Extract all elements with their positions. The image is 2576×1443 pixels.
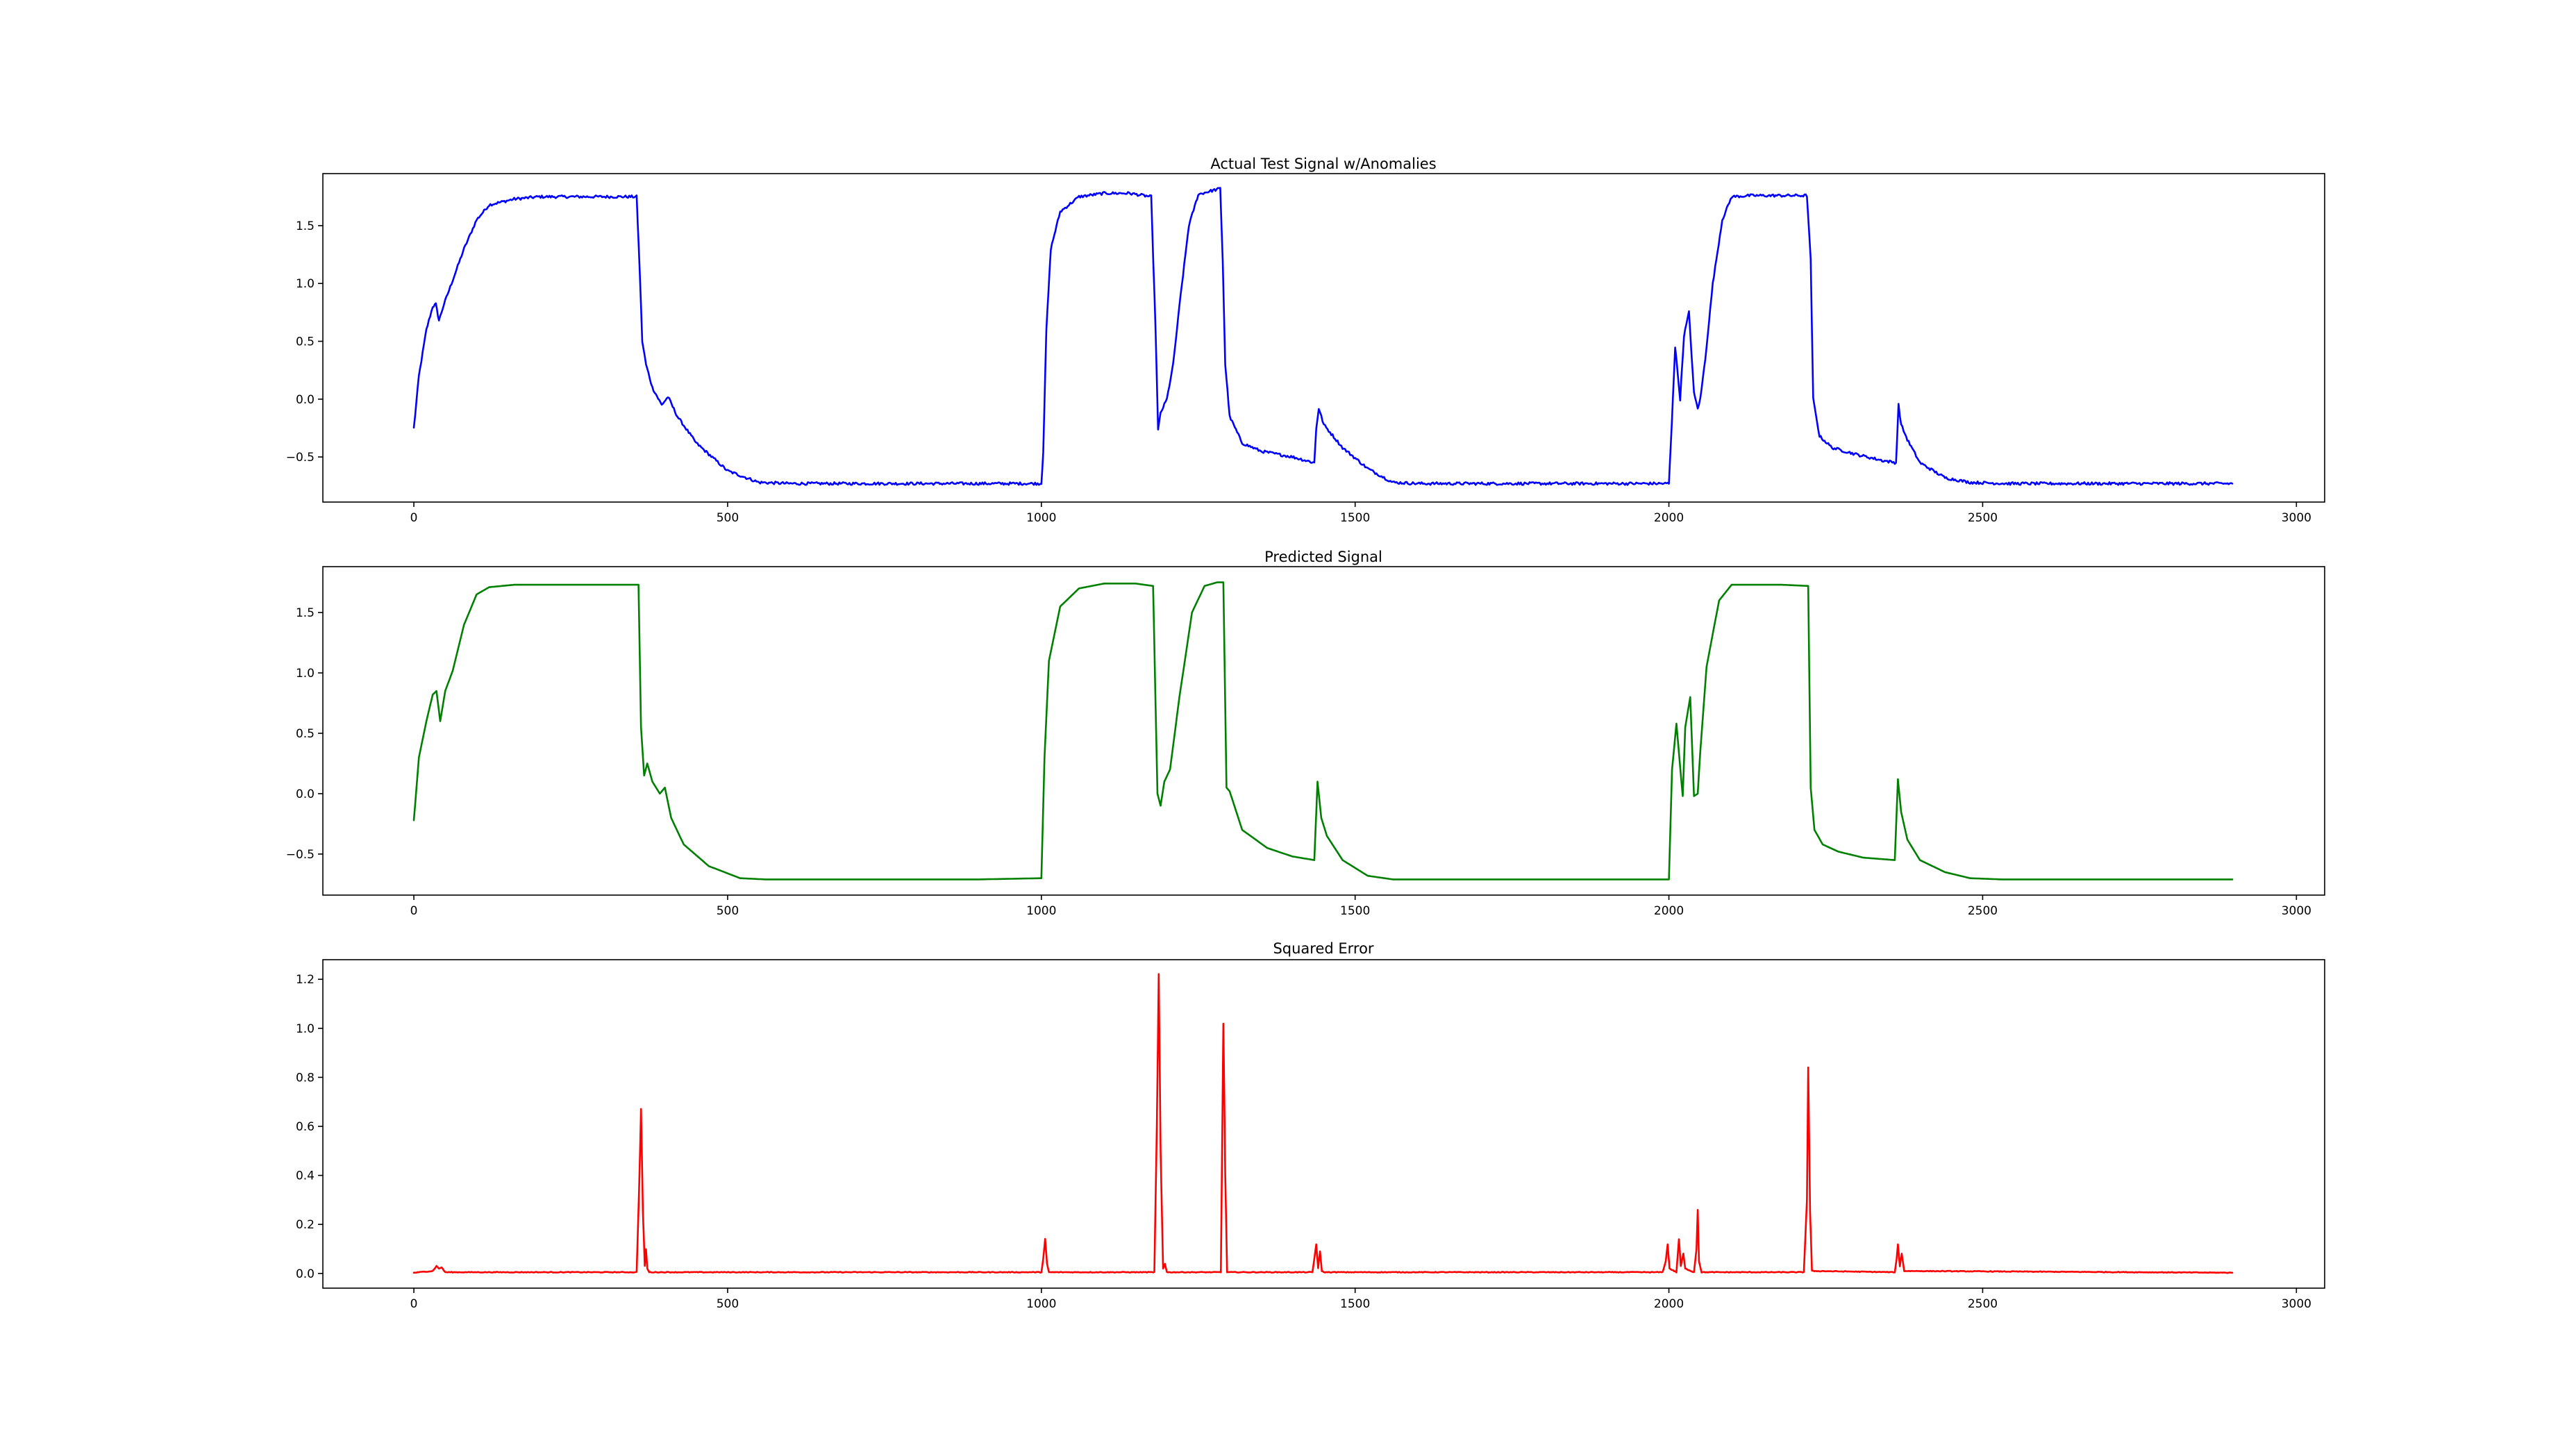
x-tick-label: 2000 xyxy=(1654,1297,1684,1311)
x-tick-label: 500 xyxy=(717,1297,739,1311)
x-tick-label: 3000 xyxy=(2282,1297,2311,1311)
x-tick-label: 1500 xyxy=(1340,511,1370,525)
y-tick-label: 0.0 xyxy=(296,1267,315,1281)
x-tick-label: 1000 xyxy=(1026,511,1056,525)
y-tick-label: 0.0 xyxy=(296,393,315,407)
y-tick-label: 1.0 xyxy=(296,1022,315,1036)
x-tick-label: 2000 xyxy=(1654,511,1684,525)
y-tick-label: 0.8 xyxy=(296,1071,315,1085)
x-tick-label: 1500 xyxy=(1340,1297,1370,1311)
y-tick-label: 1.2 xyxy=(296,973,315,987)
x-tick-label: 2500 xyxy=(1968,511,1998,525)
subplot-actual-test-signal: Actual Test Signal w/Anomalies 0 500 1000 1… xyxy=(286,156,2325,525)
series-line xyxy=(412,187,2234,486)
x-tick-label: 3000 xyxy=(2282,511,2311,525)
y-tick-label: 1.5 xyxy=(296,219,315,233)
x-tick-label: 2500 xyxy=(1968,904,1998,918)
y-tick-label: 0.6 xyxy=(296,1120,315,1134)
x-tick-label: 2500 xyxy=(1968,1297,1998,1311)
y-tick-label: 0.4 xyxy=(296,1169,315,1183)
x-tick-label: 1000 xyxy=(1026,904,1056,918)
y-tick-label: 1.5 xyxy=(296,606,315,620)
x-tick-label: 2000 xyxy=(1654,904,1684,918)
axes-frame xyxy=(322,566,2325,896)
axes-frame xyxy=(322,173,2325,503)
x-tick-label: 0 xyxy=(410,511,418,525)
x-tick-label: 500 xyxy=(717,511,739,525)
y-tick-label: 1.0 xyxy=(296,277,315,291)
subplot-squared-error: Squared Error 0 500 1000 1500 2000 2500 3000 0… xyxy=(296,940,2325,1311)
subplot-title: Predicted Signal xyxy=(1264,549,1382,565)
series-line xyxy=(412,581,2234,881)
subplot-predicted-signal: Predicted Signal 0 500 1000 1500 2000 2500 300… xyxy=(286,549,2325,918)
y-tick-label: −0.5 xyxy=(286,848,315,862)
y-tick-label: 0.0 xyxy=(296,787,315,801)
x-tick-label: 1500 xyxy=(1340,904,1370,918)
y-tick-label: −0.5 xyxy=(286,451,315,465)
x-tick-label: 0 xyxy=(410,1297,418,1311)
y-tick-label: 0.5 xyxy=(296,727,315,741)
y-tick-label: 0.5 xyxy=(296,335,315,349)
x-tick-label: 1000 xyxy=(1026,1297,1056,1311)
subplot-title: Squared Error xyxy=(1273,940,1373,957)
y-tick-label: 0.2 xyxy=(296,1218,315,1232)
subplot-title: Actual Test Signal w/Anomalies xyxy=(1210,156,1436,172)
x-tick-label: 500 xyxy=(717,904,739,918)
series-line xyxy=(412,973,2234,1274)
x-tick-label: 0 xyxy=(410,904,418,918)
y-tick-label: 1.0 xyxy=(296,667,315,681)
x-tick-label: 3000 xyxy=(2282,904,2311,918)
axes-frame xyxy=(322,959,2325,1289)
